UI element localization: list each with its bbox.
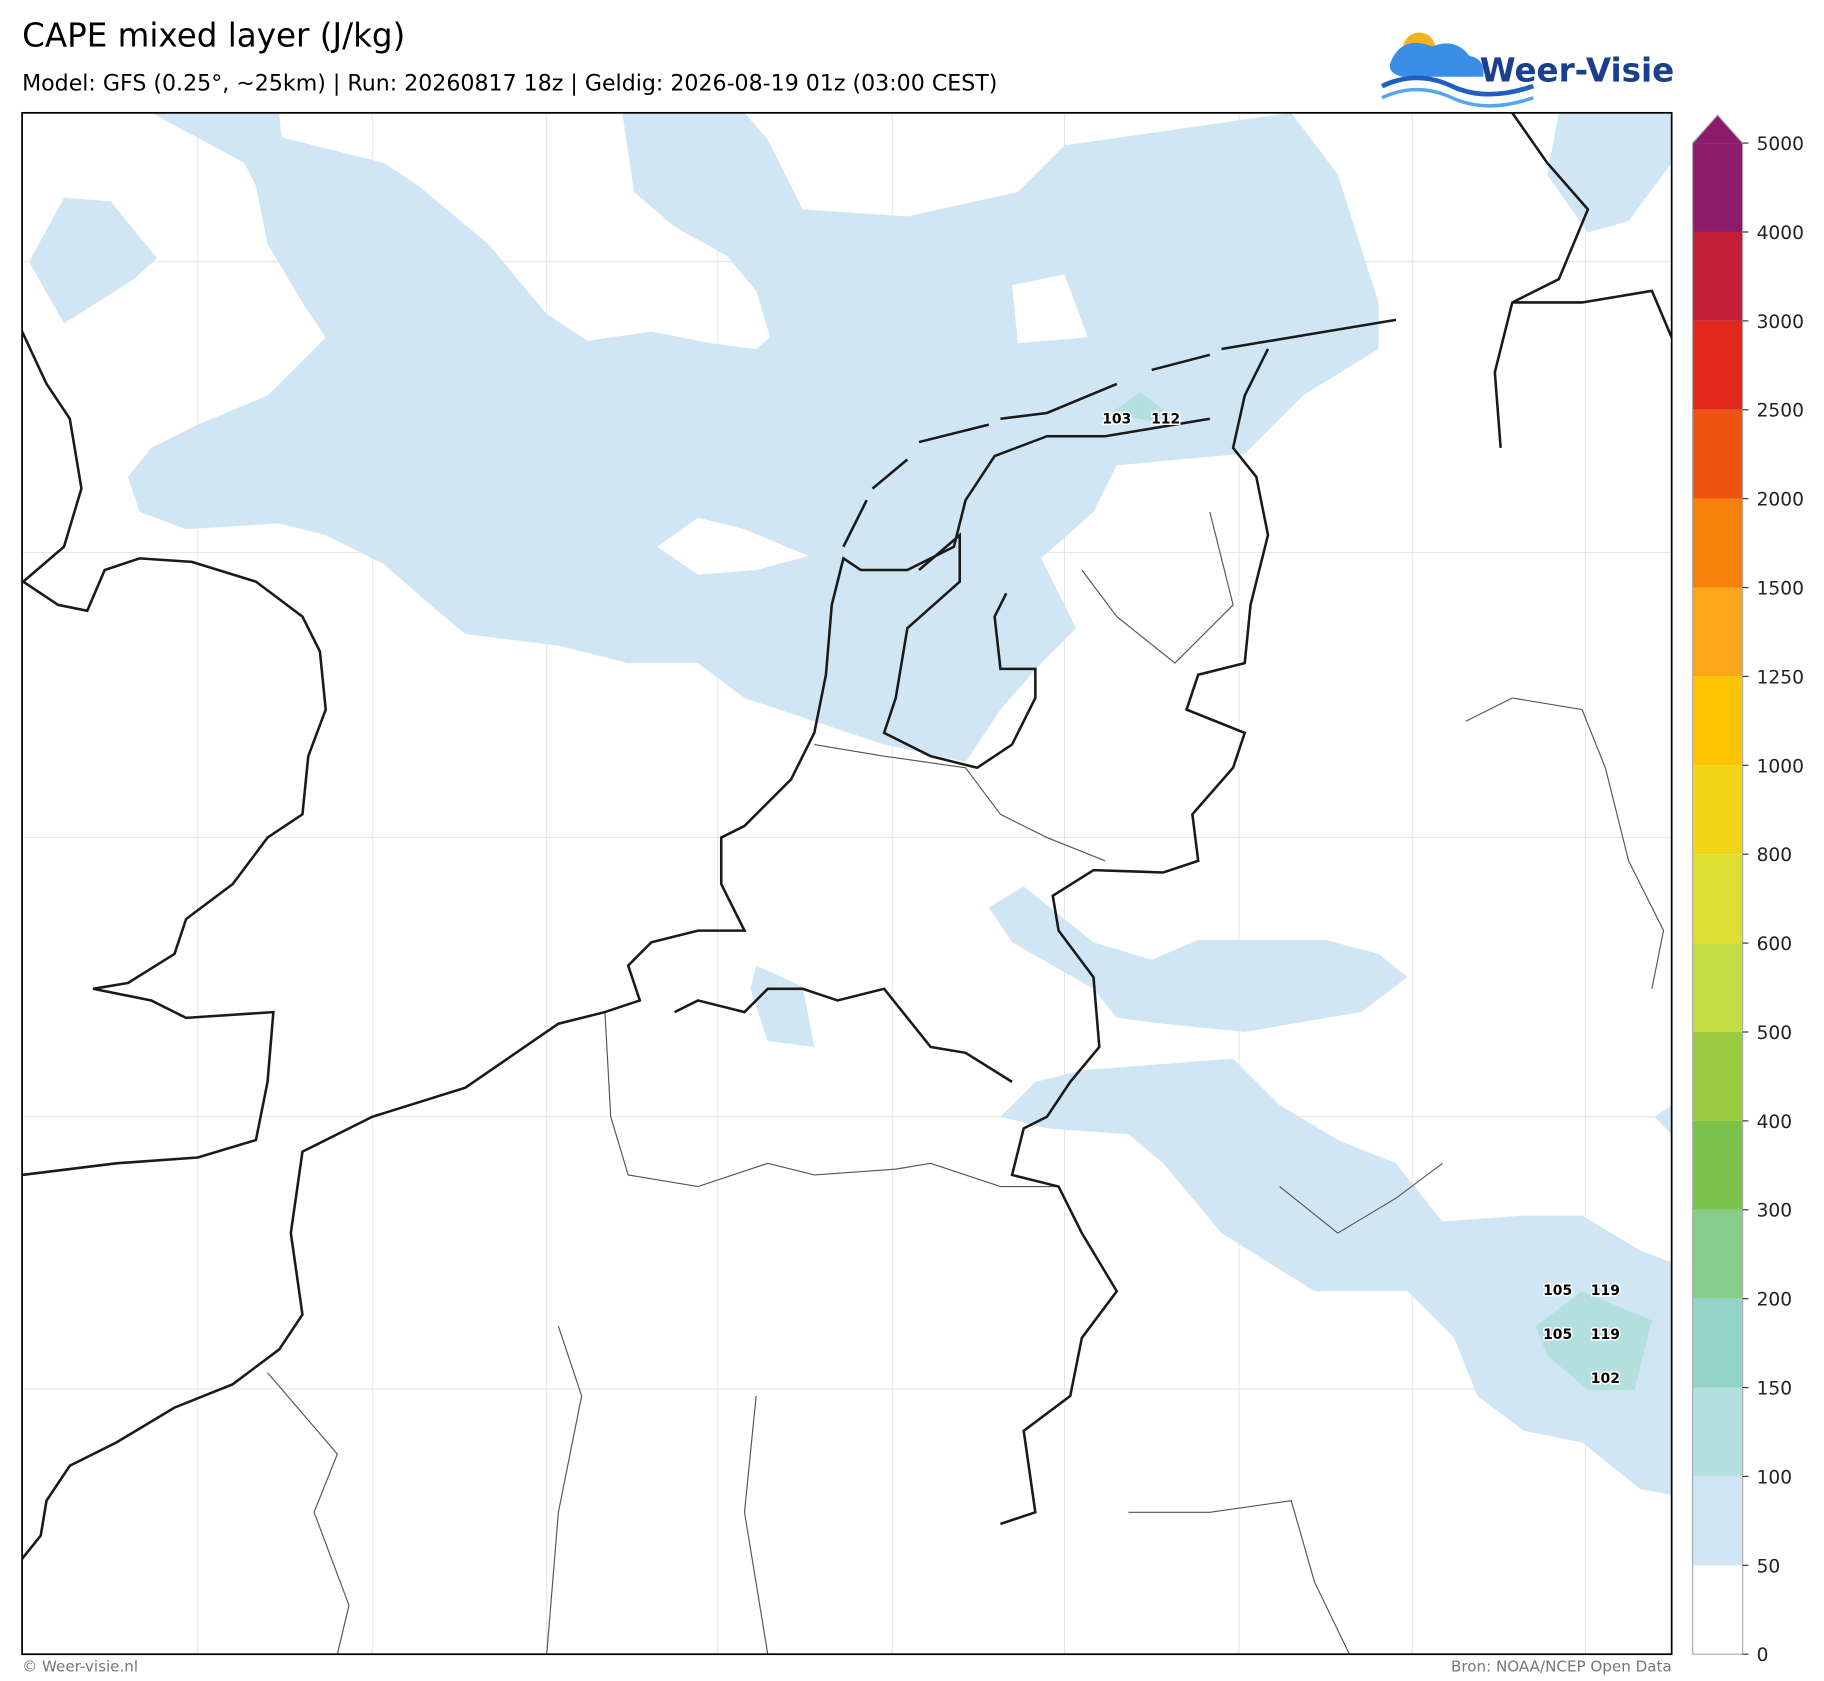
map: 103 112 105 119 105 119 102 xyxy=(22,112,1672,1655)
colorbar-segment xyxy=(1692,676,1743,766)
colorbar-tick-label: 0 xyxy=(1757,1645,1769,1666)
colorbar-tick-label: 2500 xyxy=(1757,401,1804,422)
borders xyxy=(267,511,1665,1655)
colorbar-tick-label: 500 xyxy=(1757,1023,1793,1044)
cape-label: 112 xyxy=(1151,411,1180,427)
colorbar-segment xyxy=(1692,1031,1743,1121)
colorbar-segment xyxy=(1692,1387,1743,1477)
subtitle: Model: GFS (0.25°, ~25km) | Run: 2026081… xyxy=(22,71,997,97)
colorbar-tick-label: 2000 xyxy=(1757,490,1804,511)
colorbar-segment xyxy=(1692,1298,1743,1388)
cape-100-150 xyxy=(1110,392,1652,1391)
colorbar-segment xyxy=(1692,1120,1743,1210)
holes xyxy=(657,274,1088,575)
colorbar-segment xyxy=(1692,1476,1743,1566)
colorbar-segment xyxy=(1692,1565,1743,1655)
cape-label: 119 xyxy=(1591,1283,1620,1299)
cape-label: 105 xyxy=(1543,1283,1572,1299)
colorbar-tick-label: 300 xyxy=(1757,1201,1793,1222)
colorbar: 0 50 100 150 200 300 400 500 600 800 1000 1250 1500 2… xyxy=(1692,114,1804,1666)
colorbar-tick-label: 5000 xyxy=(1757,134,1804,155)
colorbar-tick-label: 1000 xyxy=(1757,756,1804,777)
colorbar-extend xyxy=(1692,115,1743,144)
coastlines xyxy=(22,112,1672,1560)
colorbar-tick-label: 1250 xyxy=(1757,667,1804,688)
colorbar-tick-label: 3000 xyxy=(1757,312,1804,333)
colorbar-tick-label: 50 xyxy=(1757,1556,1781,1577)
colorbar-segment xyxy=(1692,498,1743,588)
colorbar-segment xyxy=(1692,409,1743,499)
colorbar-outline xyxy=(1692,114,1744,1655)
cape-50-100 xyxy=(29,112,1672,1495)
colorbar-tick-label: 200 xyxy=(1757,1290,1793,1311)
colorbar-segment xyxy=(1692,1209,1743,1299)
colorbar-segment xyxy=(1692,854,1743,944)
cape-label: 103 xyxy=(1102,411,1131,427)
title: CAPE mixed layer (J/kg) xyxy=(22,17,405,55)
cape-label: 102 xyxy=(1591,1371,1620,1387)
cape-label: 119 xyxy=(1591,1327,1620,1343)
colorbar-tick-label: 600 xyxy=(1757,934,1793,955)
colorbar-tick-label: 400 xyxy=(1757,1112,1793,1133)
cape-label: 105 xyxy=(1543,1327,1572,1343)
colorbar-segment xyxy=(1692,320,1743,410)
colorbar-tick-label: 800 xyxy=(1757,845,1793,866)
logo: Weer-Visie xyxy=(1381,32,1675,108)
colorbar-segment xyxy=(1692,143,1743,232)
colorbar-segment xyxy=(1692,765,1743,855)
footer-left: © Weer-visie.nl xyxy=(22,1658,138,1676)
colorbar-tick-label: 4000 xyxy=(1757,223,1804,244)
footer-right: Bron: NOAA/NCEP Open Data xyxy=(1451,1658,1672,1676)
colorbar-segment xyxy=(1692,943,1743,1032)
colorbar-segment xyxy=(1692,587,1743,677)
map-frame xyxy=(21,111,1673,1656)
colorbar-tick-label: 1500 xyxy=(1757,579,1804,600)
colorbar-segment xyxy=(1692,231,1743,321)
colorbar-tick-label: 100 xyxy=(1757,1467,1793,1488)
logo-text: Weer-Visie xyxy=(1480,51,1675,89)
colorbar-tick-label: 150 xyxy=(1757,1379,1793,1400)
